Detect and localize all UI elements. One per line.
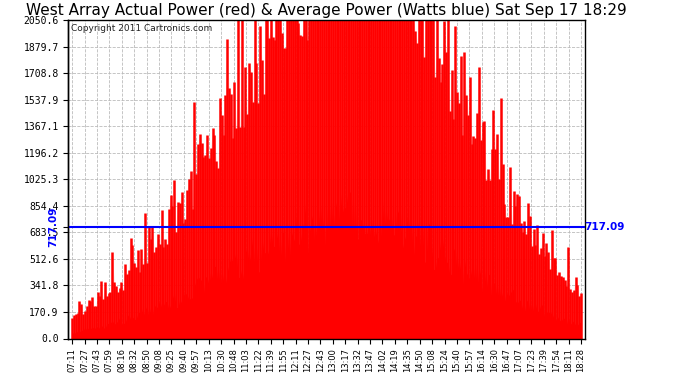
Text: Copyright 2011 Cartronics.com: Copyright 2011 Cartronics.com bbox=[71, 24, 213, 33]
Text: 717.09: 717.09 bbox=[584, 222, 625, 232]
Title: West Array Actual Power (red) & Average Power (Watts blue) Sat Sep 17 18:29: West Array Actual Power (red) & Average … bbox=[26, 3, 627, 18]
